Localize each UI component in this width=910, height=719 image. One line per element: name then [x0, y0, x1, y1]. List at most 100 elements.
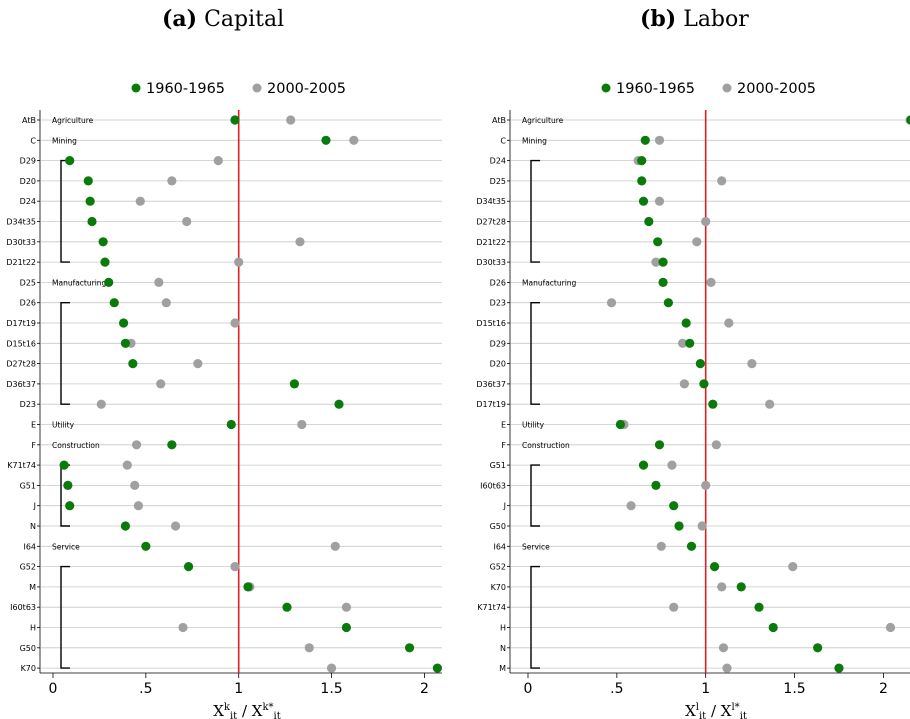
- point-2000-2005: [170, 521, 181, 531]
- point-1960-1965: [685, 338, 695, 348]
- point-2000-2005: [656, 541, 666, 551]
- category-label: K70: [21, 664, 36, 673]
- legend-label-series2: 2000-2005: [737, 81, 816, 97]
- point-2000-2005: [182, 216, 192, 227]
- point-2000-2005: [717, 582, 727, 592]
- category-label: I64: [23, 542, 36, 551]
- point-2000-2005: [885, 622, 896, 633]
- legend-marker-series1: [131, 83, 141, 93]
- point-1960-1965: [681, 318, 691, 328]
- panel-a-title-text: Capital: [204, 7, 285, 32]
- point-2000-2005: [606, 298, 617, 308]
- category-label: D23: [490, 299, 506, 308]
- point-2000-2005: [669, 602, 679, 612]
- point-2000-2005: [161, 298, 171, 308]
- panel-a-label: (a): [162, 6, 198, 32]
- point-1960-1965: [243, 582, 253, 592]
- x-tick-label: 2: [879, 681, 888, 697]
- point-1960-1965: [663, 298, 673, 308]
- category-label: E: [501, 421, 506, 430]
- x-axis-title: Xkit / Xk*it: [213, 702, 281, 719]
- category-label: D25: [20, 278, 36, 287]
- point-2000-2005: [747, 359, 757, 369]
- point-1960-1965: [104, 277, 114, 287]
- point-1960-1965: [906, 115, 910, 125]
- group-bracket: [530, 159, 540, 263]
- category-label: J: [503, 502, 506, 511]
- point-1960-1965: [120, 338, 131, 348]
- category-label: H: [30, 624, 36, 633]
- point-1960-1965: [674, 521, 684, 531]
- category-label: D17t19: [476, 400, 506, 409]
- point-1960-1965: [658, 257, 668, 267]
- x-tick-label: 2: [420, 681, 429, 697]
- point-1960-1965: [768, 622, 778, 633]
- category-label: N: [500, 644, 506, 653]
- group-bracket: [60, 302, 70, 405]
- group-label: Mining: [52, 136, 77, 145]
- point-2000-2005: [156, 379, 166, 389]
- legend-marker-series1: [601, 83, 611, 93]
- point-1960-1965: [100, 257, 110, 267]
- category-label: F: [501, 441, 506, 450]
- point-1960-1965: [120, 521, 131, 531]
- point-2000-2005: [697, 521, 707, 531]
- category-label: D24: [20, 197, 36, 206]
- point-2000-2005: [667, 460, 677, 470]
- group-label: Construction: [52, 441, 100, 450]
- category-label: D27t28: [6, 360, 36, 369]
- category-label: D21t22: [6, 258, 36, 267]
- point-2000-2005: [213, 156, 223, 166]
- group-bracket: [60, 565, 70, 669]
- point-2000-2005: [96, 399, 106, 409]
- group-bracket: [60, 464, 70, 527]
- category-label: D21t22: [476, 238, 506, 247]
- category-label: J: [33, 502, 36, 511]
- category-label: D29: [20, 157, 36, 166]
- category-label: C: [30, 136, 36, 145]
- point-2000-2005: [701, 480, 711, 490]
- point-1960-1965: [695, 359, 705, 369]
- point-2000-2005: [788, 562, 798, 572]
- legend-marker-series2: [722, 83, 732, 93]
- point-1960-1965: [708, 399, 718, 409]
- point-1960-1965: [651, 480, 661, 490]
- group-bracket: [530, 464, 540, 527]
- category-label: N: [30, 522, 36, 531]
- category-label: D30t33: [6, 238, 36, 247]
- x-tick-label: 1.5: [320, 681, 342, 697]
- point-1960-1965: [183, 562, 194, 572]
- group-label: Utility: [522, 421, 545, 430]
- point-1960-1965: [289, 379, 300, 389]
- point-1960-1965: [167, 440, 177, 450]
- category-label: C: [500, 136, 506, 145]
- point-2000-2005: [679, 379, 689, 389]
- panel-b-title-text: Labor: [683, 7, 749, 32]
- category-label: M: [29, 583, 36, 592]
- x-tick-label: 0: [524, 681, 533, 697]
- category-label: D20: [20, 177, 36, 186]
- point-2000-2005: [692, 237, 702, 247]
- point-2000-2005: [131, 440, 142, 450]
- point-2000-2005: [717, 176, 727, 186]
- point-2000-2005: [297, 419, 307, 430]
- category-label: D36t37: [476, 380, 506, 389]
- point-2000-2005: [230, 318, 240, 328]
- point-1960-1965: [141, 541, 151, 551]
- point-1960-1965: [65, 156, 75, 166]
- group-label: Construction: [522, 441, 570, 450]
- point-1960-1965: [109, 298, 119, 308]
- point-1960-1965: [98, 237, 108, 247]
- point-2000-2005: [654, 135, 665, 145]
- category-label: K70: [491, 583, 506, 592]
- point-2000-2005: [765, 399, 775, 409]
- point-1960-1965: [59, 460, 69, 470]
- point-2000-2005: [230, 562, 240, 572]
- group-bracket: [530, 565, 540, 669]
- point-2000-2005: [711, 440, 721, 450]
- category-label: AtB: [492, 116, 506, 125]
- category-label: D25: [490, 177, 506, 186]
- point-2000-2005: [167, 176, 177, 186]
- point-1960-1965: [118, 318, 129, 328]
